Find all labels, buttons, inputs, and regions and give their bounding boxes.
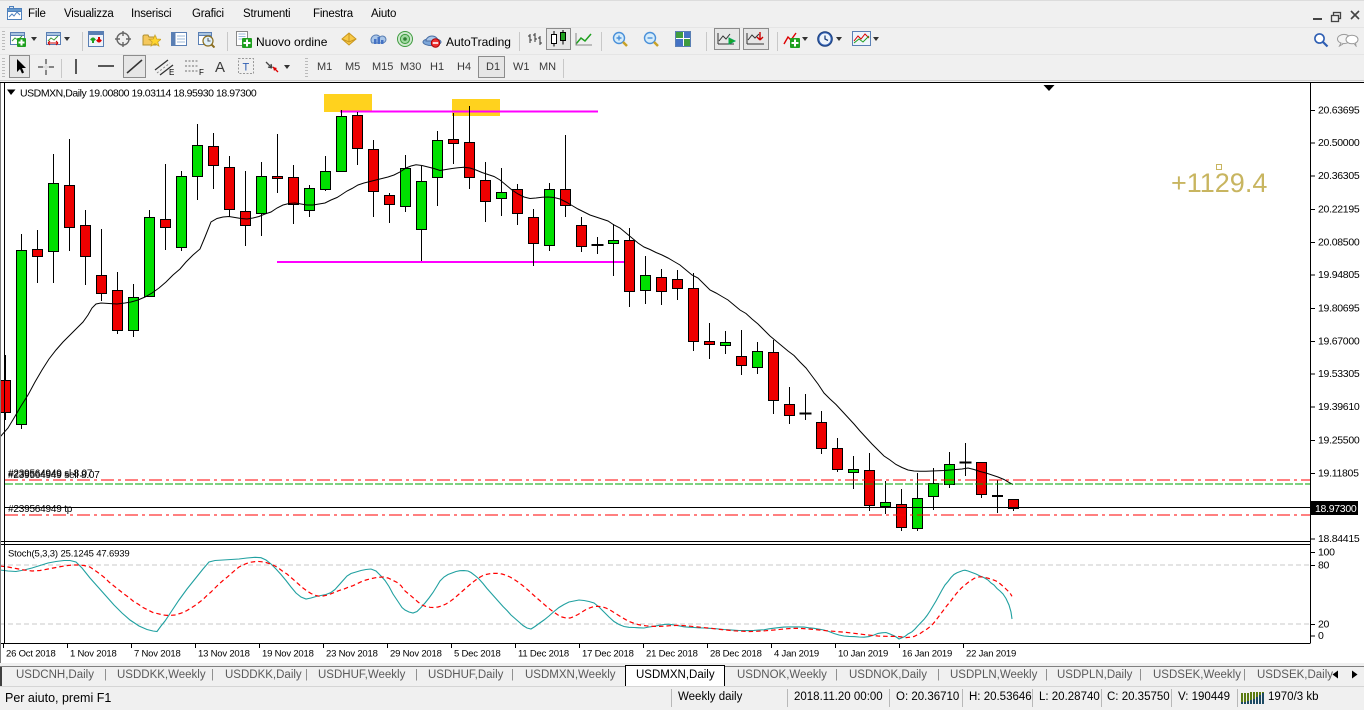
svg-text:T: T	[243, 62, 250, 74]
svg-text:29 Nov 2018: 29 Nov 2018	[390, 649, 442, 660]
svg-text:11 Dec 2018: 11 Dec 2018	[518, 649, 569, 660]
svg-text:28 Dec 2018: 28 Dec 2018	[710, 649, 762, 660]
svg-text:16 Jan 2019: 16 Jan 2019	[902, 649, 952, 660]
svg-text:20.63695: 20.63695	[1318, 105, 1360, 117]
svg-text:100: 100	[1318, 547, 1335, 559]
svg-text:20: 20	[1318, 619, 1330, 631]
svg-text:#239564949 sell 8.07: #239564949 sell 8.07	[8, 470, 100, 481]
svg-text:19.11805: 19.11805	[1318, 467, 1359, 479]
svg-text:#239564949 tp: #239564949 tp	[8, 504, 73, 515]
svg-text:18.97300: 18.97300	[1315, 503, 1357, 515]
svg-text:7 Nov 2018: 7 Nov 2018	[134, 649, 181, 660]
svg-text:19 Nov 2018: 19 Nov 2018	[262, 649, 314, 660]
svg-text:20.36305: 20.36305	[1318, 170, 1360, 182]
svg-text:10 Jan 2019: 10 Jan 2019	[838, 649, 888, 660]
svg-text:19.25500: 19.25500	[1318, 435, 1360, 447]
svg-text:22 Jan 2019: 22 Jan 2019	[966, 649, 1016, 660]
svg-text:USDMXN,Daily 19.00800 19.0311: USDMXN,Daily 19.00800 19.03114 18.95930 …	[20, 88, 257, 100]
svg-text:17 Dec 2018: 17 Dec 2018	[582, 649, 634, 660]
svg-text:5 Dec 2018: 5 Dec 2018	[454, 649, 501, 660]
svg-text:19.94805: 19.94805	[1318, 269, 1360, 281]
svg-text:23 Nov 2018: 23 Nov 2018	[326, 649, 378, 660]
svg-text:80: 80	[1318, 560, 1330, 572]
svg-text:20.08500: 20.08500	[1318, 236, 1360, 248]
svg-text:19.53305: 19.53305	[1318, 368, 1360, 380]
svg-text:1 Nov 2018: 1 Nov 2018	[70, 649, 117, 660]
svg-text:E: E	[169, 68, 174, 76]
svg-text:26 Oct 2018: 26 Oct 2018	[6, 649, 56, 660]
svg-text:19.39610: 19.39610	[1318, 401, 1360, 413]
svg-text:+1129.4: +1129.4	[1171, 168, 1267, 198]
svg-text:19.80695: 19.80695	[1318, 303, 1360, 315]
svg-text:0: 0	[1318, 630, 1324, 642]
svg-text:20.50000: 20.50000	[1318, 137, 1360, 149]
svg-text:13 Nov 2018: 13 Nov 2018	[198, 649, 250, 660]
svg-text:20.22195: 20.22195	[1318, 204, 1360, 216]
svg-text:Stoch(5,3,3) 25.1245 47.6939: Stoch(5,3,3) 25.1245 47.6939	[8, 549, 130, 560]
svg-text:F: F	[199, 68, 204, 76]
svg-text:A: A	[215, 59, 225, 75]
svg-text:4 Jan 2019: 4 Jan 2019	[774, 649, 819, 660]
svg-text:#239564949 sl 8.07: #239564949 sl 8.07	[8, 469, 93, 480]
svg-text:21 Dec 2018: 21 Dec 2018	[646, 649, 698, 660]
svg-text:18.84415: 18.84415	[1318, 533, 1360, 545]
svg-text:19.67000: 19.67000	[1318, 335, 1360, 347]
